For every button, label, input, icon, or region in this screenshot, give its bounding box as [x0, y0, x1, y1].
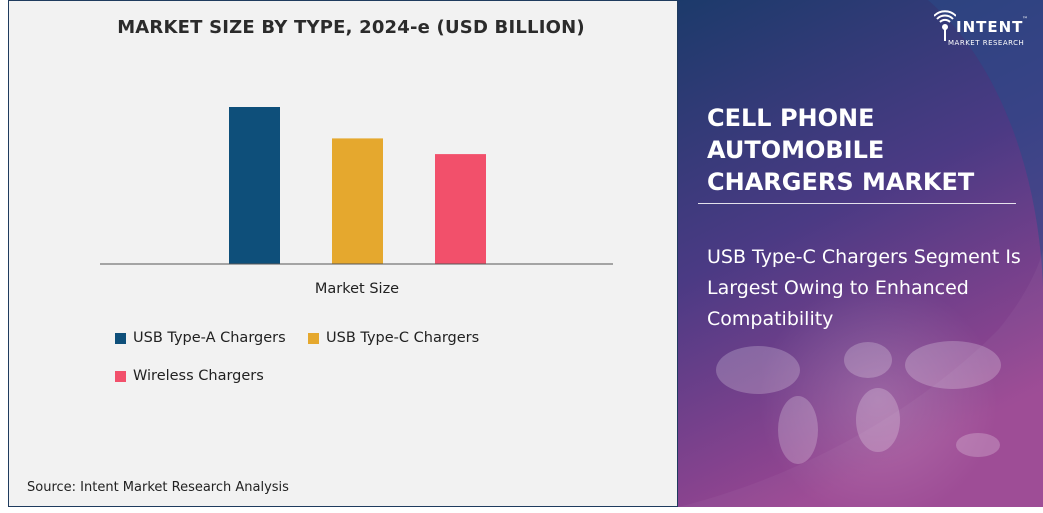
chart-title: MARKET SIZE BY TYPE, 2024-e (USD BILLION… — [117, 17, 585, 38]
trademark-mark: ™ — [1022, 16, 1028, 23]
logo-tagline: MARKET RESEARCH — [948, 39, 1025, 47]
bar-group — [229, 107, 486, 264]
panel-background — [678, 0, 1043, 507]
bar-wireless-chargers — [435, 154, 486, 264]
legend-swatch — [308, 332, 319, 344]
bar-chart: Market Size — [100, 107, 613, 297]
key-finding: USB Type-C Chargers Segment Is Largest O… — [707, 246, 1021, 330]
legend-swatch — [115, 332, 126, 344]
brand-logo: INTENT ™ MARKET RESEARCH — [934, 8, 1034, 54]
legend-label: USB Type-C Chargers — [326, 330, 480, 346]
bar-usb-type-c-chargers — [332, 138, 383, 264]
legend-label: USB Type-A Chargers — [133, 330, 286, 346]
legend-item: Wireless Chargers — [115, 368, 264, 384]
bar-usb-type-a-chargers — [229, 107, 280, 264]
report-title: CELL PHONE AUTOMOBILE CHARGERS MARKET — [707, 104, 975, 196]
report-panel: INTENT ™ MARKET RESEARCH CELL PHONE AUTO… — [678, 0, 1043, 507]
legend-swatch — [115, 370, 126, 382]
x-axis-label: Market Size — [315, 281, 399, 297]
legend-item: USB Type-C Chargers — [308, 330, 479, 346]
title-divider — [698, 203, 1016, 204]
chart-panel: MARKET SIZE BY TYPE, 2024-e (USD BILLION… — [8, 0, 678, 507]
legend-item: USB Type-A Chargers — [115, 330, 286, 346]
signal-waves-icon — [934, 10, 956, 41]
logo-wordmark: INTENT — [956, 18, 1024, 36]
source-note: Source: Intent Market Research Analysis — [27, 480, 289, 495]
legend-label: Wireless Chargers — [133, 368, 264, 384]
